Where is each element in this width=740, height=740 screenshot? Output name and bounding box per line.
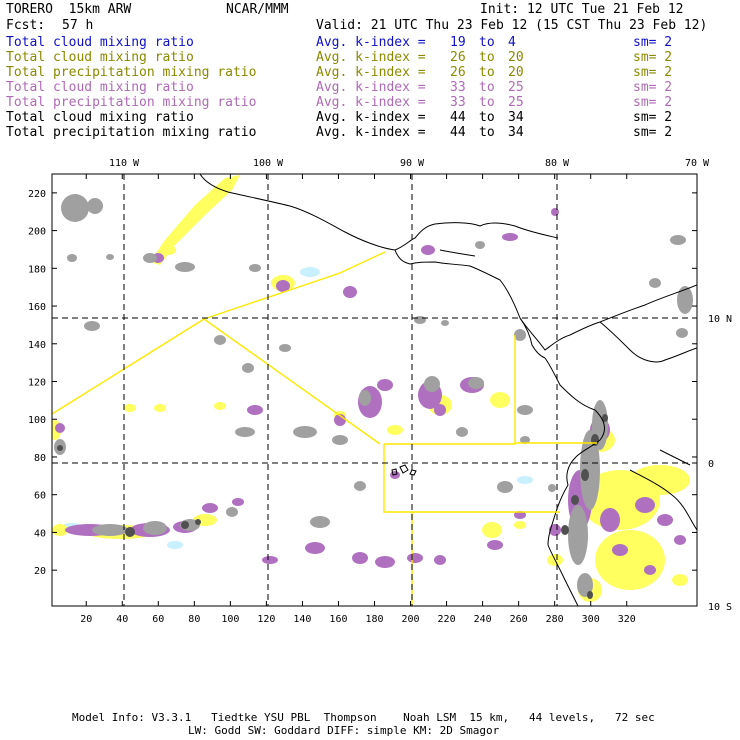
x-tick-label: 280 xyxy=(546,614,564,625)
x-tick-label: 120 xyxy=(257,614,275,625)
model-title: TORERO 15km ARW xyxy=(6,2,132,17)
legend-field: Total cloud mixing ratio xyxy=(6,35,194,50)
legend-to-word: to xyxy=(479,50,495,65)
legend-index-label: Avg. k-index = xyxy=(316,65,426,80)
longitude-label: 100 W xyxy=(253,158,284,169)
legend-smoothing: sm= 2 xyxy=(633,95,673,110)
legend-to-value: 25 xyxy=(508,95,524,110)
x-tick-label: 320 xyxy=(618,614,636,625)
forecast-label: Fcst: xyxy=(6,18,46,33)
legend-field: Total cloud mixing ratio xyxy=(6,50,194,65)
y-tick-label: 220 xyxy=(28,189,46,200)
x-tick-label: 100 xyxy=(221,614,239,625)
forecast-hour: 57 h xyxy=(62,18,94,33)
legend-field: Total cloud mixing ratio xyxy=(6,80,194,95)
x-tick-label: 180 xyxy=(365,614,383,625)
latitude-label: 10 S xyxy=(708,602,732,613)
legend-to-word: to xyxy=(479,125,495,140)
x-tick-label: 80 xyxy=(188,614,200,625)
y-tick-label: 140 xyxy=(28,340,46,351)
legend-to-word: to xyxy=(479,80,495,95)
y-tick-label: 120 xyxy=(28,378,46,389)
legend-smoothing: sm= 2 xyxy=(633,35,673,50)
legend-index-label: Avg. k-index = xyxy=(316,110,426,125)
legend-from-value: 44 xyxy=(450,110,466,125)
x-tick-label: 160 xyxy=(329,614,347,625)
x-tick-label: 200 xyxy=(402,614,420,625)
legend-from-value: 19 xyxy=(450,35,466,50)
x-tick-label: 240 xyxy=(474,614,492,625)
model-info-line2: LW: Godd SW: Goddard DIFF: simple KM: 2D… xyxy=(188,724,500,737)
y-tick-label: 60 xyxy=(34,491,46,502)
legend-from-value: 33 xyxy=(450,95,466,110)
legend-to-word: to xyxy=(479,35,495,50)
x-tick-label: 40 xyxy=(116,614,128,625)
legend-to-word: to xyxy=(479,110,495,125)
legend-field: Total precipitation mixing ratio xyxy=(6,65,257,80)
y-tick-label: 20 xyxy=(34,566,46,577)
legend-from-value: 26 xyxy=(450,50,466,65)
x-tick-label: 60 xyxy=(152,614,164,625)
y-tick-label: 100 xyxy=(28,415,46,426)
legend-from-value: 26 xyxy=(450,65,466,80)
legend-index-label: Avg. k-index = xyxy=(316,125,426,140)
y-tick-label: 180 xyxy=(28,264,46,275)
init-time: Init: 12 UTC Tue 21 Feb 12 xyxy=(480,2,684,17)
legend-to-value: 34 xyxy=(508,125,524,140)
model-info-line1: Model Info: V3.3.1 Tiedtke YSU PBL Thomp… xyxy=(72,711,655,724)
legend-field: Total precipitation mixing ratio xyxy=(6,125,257,140)
legend-field: Total cloud mixing ratio xyxy=(6,110,194,125)
legend-to-word: to xyxy=(479,65,495,80)
latitude-label: 0 xyxy=(708,459,714,470)
cloud-gray-areas xyxy=(54,194,693,597)
legend-field: Total precipitation mixing ratio xyxy=(6,95,257,110)
legend-index-label: Avg. k-index = xyxy=(316,35,426,50)
x-tick-label: 140 xyxy=(293,614,311,625)
legend-to-value: 34 xyxy=(508,110,524,125)
axes: 20 40 60 80 100 120 140 160 180 200 220 240 260 280 30… xyxy=(28,158,732,625)
legend-to-value: 20 xyxy=(508,50,524,65)
org-label: NCAR/MMM xyxy=(226,2,289,17)
latitude-label: 10 N xyxy=(708,314,732,325)
longitude-label: 110 W xyxy=(109,158,140,169)
legend-to-value: 4 xyxy=(508,35,516,50)
legend-index-label: Avg. k-index = xyxy=(316,80,426,95)
legend-smoothing: sm= 2 xyxy=(633,50,673,65)
legend-from-value: 33 xyxy=(450,80,466,95)
region-boundaries xyxy=(52,251,597,606)
longitude-label: 90 W xyxy=(400,158,425,169)
legend-index-label: Avg. k-index = xyxy=(316,50,426,65)
x-tick-label: 260 xyxy=(510,614,528,625)
legend-index-label: Avg. k-index = xyxy=(316,95,426,110)
legend-to-value: 25 xyxy=(508,80,524,95)
x-tick-label: 220 xyxy=(438,614,456,625)
longitude-label: 70 W xyxy=(685,158,710,169)
y-tick-label: 200 xyxy=(28,227,46,238)
longitude-label: 80 W xyxy=(545,158,570,169)
legend-smoothing: sm= 2 xyxy=(633,80,673,95)
x-tick-label: 20 xyxy=(80,614,92,625)
y-tick-label: 160 xyxy=(28,302,46,313)
y-tick-label: 40 xyxy=(34,528,46,539)
legend-to-value: 20 xyxy=(508,65,524,80)
x-tick-label: 300 xyxy=(582,614,600,625)
y-tick-label: 80 xyxy=(34,453,46,464)
lat-lon-grid xyxy=(52,174,697,606)
legend-smoothing: sm= 2 xyxy=(633,110,673,125)
valid-time: Valid: 21 UTC Thu 23 Feb 12 (15 CST Thu … xyxy=(316,18,708,33)
legend-from-value: 44 xyxy=(450,125,466,140)
legend-smoothing: sm= 2 xyxy=(633,125,673,140)
legend-to-word: to xyxy=(479,95,495,110)
coastlines xyxy=(199,174,697,606)
legend-smoothing: sm= 2 xyxy=(633,65,673,80)
